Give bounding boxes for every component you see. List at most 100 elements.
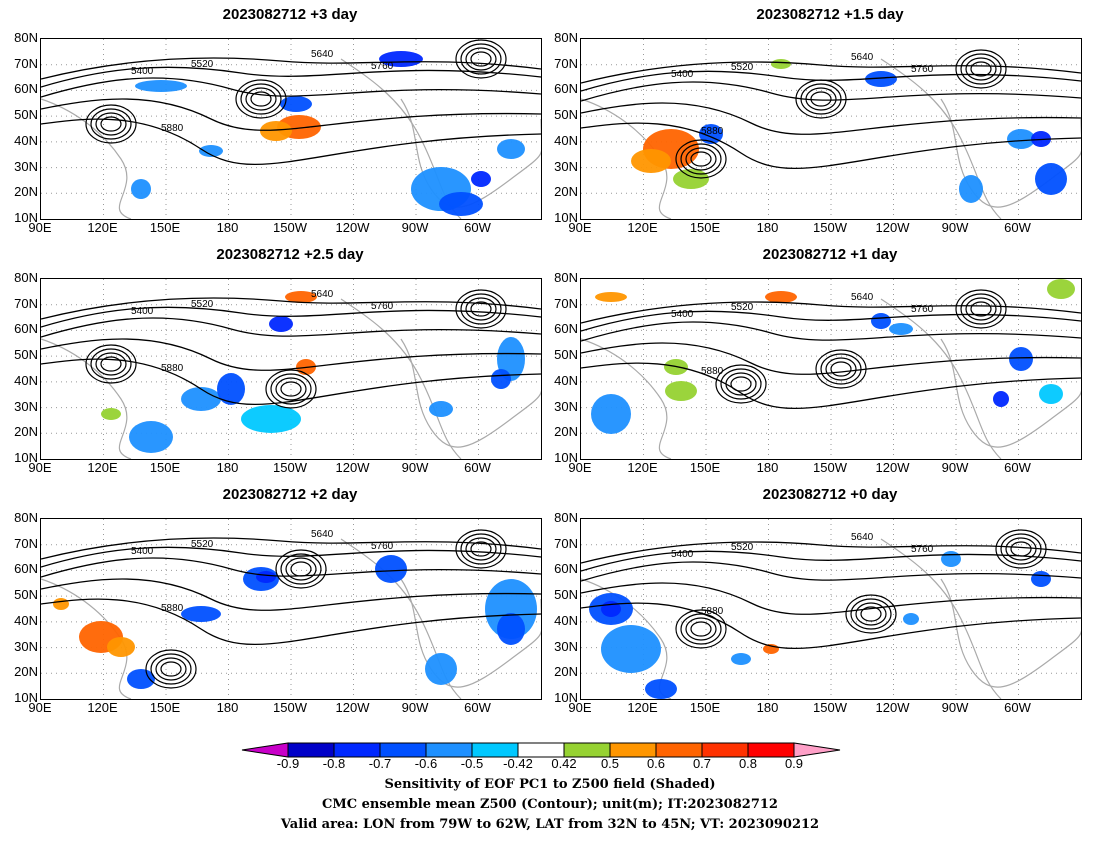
sensitivity-shading [439, 192, 483, 216]
coastline [41, 338, 132, 459]
lon-tick-label: 90W [941, 700, 969, 715]
lat-tick-label: 40N [554, 612, 578, 628]
z500-contour [41, 598, 541, 645]
colorbar-tick-label: 0.5 [600, 756, 620, 771]
sensitivity-shading [601, 625, 661, 673]
z500-contour-closed [90, 348, 132, 380]
colorbar-segment [379, 742, 427, 758]
coastline [581, 338, 672, 459]
z500-contour-closed [455, 289, 507, 329]
z500-contour-closed [970, 61, 992, 77]
lat-tick-label: 60N [14, 561, 38, 577]
sensitivity-shading [1039, 384, 1063, 404]
z500-contour [581, 550, 1081, 572]
colorbar-right-arrow [793, 742, 841, 758]
z500-contour-closed [680, 143, 722, 175]
panel-title-5: 2023082712 +2 day [222, 486, 358, 503]
map-canvas-3: 5400 5520 5640 5760 5880 [41, 279, 541, 459]
panel-title-3: 2023082712 +2.5 day [216, 246, 364, 263]
colorbar-tick-label: 0.42 [551, 756, 577, 771]
lon-tick-label: 150E [149, 700, 181, 715]
sensitivity-shading [127, 669, 155, 689]
lat-tick-label: 10N [554, 690, 578, 705]
z500-contour [41, 98, 541, 131]
panel-title-1: 2023082712 +3 day [222, 6, 358, 23]
lon-tick-label: 90W [941, 460, 969, 475]
sensitivity-shading [375, 555, 407, 583]
lon-tick-label: 180 [756, 700, 779, 715]
sensitivity-shading [665, 381, 697, 401]
z500-contour-closed [850, 598, 892, 630]
sensitivity-shading [595, 292, 627, 302]
lon-tick-label: 120E [627, 460, 658, 475]
sensitivity-shading [889, 323, 913, 335]
colorbar-tick-label: 0.7 [692, 756, 712, 771]
z500-contour-closed [955, 49, 1007, 89]
z500-contour-closed [85, 344, 137, 384]
z500-contour [41, 338, 541, 371]
lat-tick-label: 60N [14, 81, 38, 97]
lon-tick-label: 150W [813, 220, 847, 235]
z500-contour-closed [830, 361, 852, 377]
lon-tick-label: 180 [216, 700, 239, 715]
lon-tick-label: 90E [568, 700, 592, 715]
lat-tick-label: 10N [554, 450, 578, 465]
z500-contour [581, 301, 1081, 324]
sensitivity-shading [280, 96, 312, 112]
sensitivity-shading [217, 373, 245, 405]
sensitivity-shading [181, 606, 221, 622]
z500-contour-closed [805, 87, 837, 111]
lon-tick-label: 60W [1004, 700, 1031, 715]
lon-tick-label: 150E [689, 460, 721, 475]
sensitivity-shading [101, 408, 121, 420]
z500-contour-closed [455, 39, 507, 79]
sensitivity-shading [871, 313, 891, 329]
lat-tick-label: 20N [554, 664, 578, 680]
z500-contour-closed [150, 653, 192, 685]
z500-contour [41, 317, 541, 338]
sensitivity-shading [471, 171, 491, 187]
sensitivity-shading [107, 637, 135, 657]
sensitivity-shading [269, 316, 293, 332]
lat-tick-label: 10N [14, 690, 38, 705]
lat-tick-label: 70N [554, 55, 578, 71]
lon-tick-label: 150E [689, 700, 721, 715]
sensitivity-shading [241, 405, 301, 433]
z500-contour [41, 358, 541, 405]
z500-contour [581, 342, 1081, 375]
colorbar-left-arrow [241, 742, 289, 758]
sensitivity-shading [771, 59, 791, 69]
z500-contour-closed [465, 47, 497, 71]
z500-contour-closed [155, 657, 187, 681]
caption-line-1: Sensitivity of EOF PC1 to Z500 field (Sh… [384, 777, 716, 792]
z500-contour [581, 541, 1081, 564]
z500-contour-closed [965, 57, 997, 81]
z500-contour-closed [470, 51, 492, 67]
lon-tick-label: 150W [273, 700, 307, 715]
z500-contour [41, 578, 541, 611]
map-panel-2: 5400 5520 5640 5760 5880 [580, 38, 1082, 220]
z500-contour-closed [795, 79, 847, 119]
z500-contour-closed [470, 541, 492, 557]
z500-contour-closed [690, 621, 712, 637]
map-panel-3: 5400 5520 5640 5760 5880 [40, 278, 542, 460]
contour-label: 5760 [911, 304, 934, 315]
contour-label: 5640 [851, 52, 874, 63]
z500-contour [581, 310, 1081, 332]
lat-tick-label: 30N [554, 158, 578, 174]
contour-label: 5520 [731, 542, 754, 553]
sensitivity-shading [425, 653, 457, 685]
lon-tick-label: 60W [1004, 460, 1031, 475]
sensitivity-shading [941, 551, 961, 567]
lon-tick-label: 60W [1004, 220, 1031, 235]
z500-contour-closed [675, 139, 727, 179]
contour-label: 5400 [131, 306, 154, 317]
sensitivity-shading [129, 421, 173, 453]
colorbar-segment [471, 742, 519, 758]
map-panel-5: 5400 5520 5640 5760 5880 [40, 518, 542, 700]
lon-tick-label: 120W [335, 700, 370, 715]
z500-contour-closed [275, 549, 327, 589]
lat-tick-label: 20N [14, 664, 38, 680]
lon-tick-label: 90E [28, 700, 52, 715]
lat-tick-label: 50N [14, 107, 38, 123]
